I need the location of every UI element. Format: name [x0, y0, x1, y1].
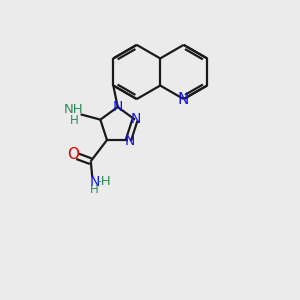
- Text: H: H: [70, 114, 78, 127]
- Text: N: N: [112, 100, 123, 114]
- Text: NH: NH: [64, 103, 84, 116]
- Text: N: N: [131, 112, 141, 126]
- Text: N: N: [178, 92, 189, 106]
- Text: N: N: [124, 134, 134, 148]
- Text: O: O: [67, 147, 79, 162]
- Text: N: N: [90, 175, 101, 189]
- Text: H: H: [90, 183, 99, 196]
- Text: -H: -H: [96, 175, 111, 188]
